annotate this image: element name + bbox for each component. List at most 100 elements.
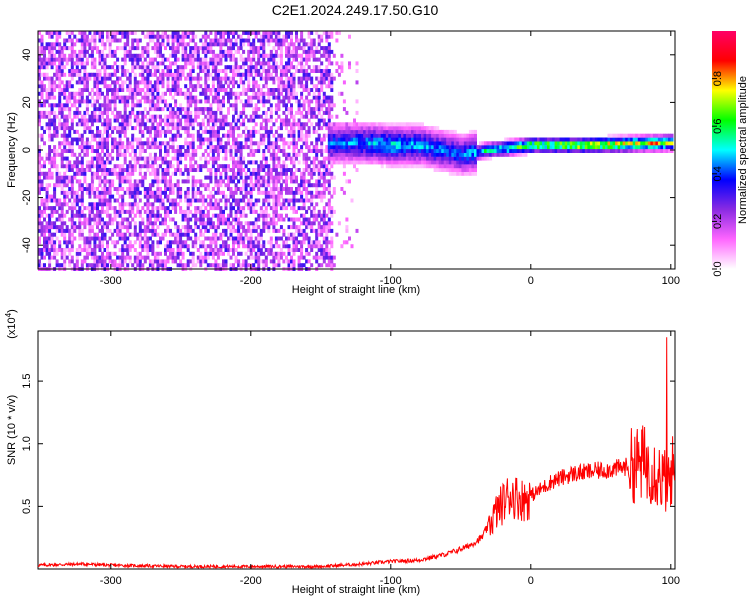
heatmap-cell xyxy=(48,80,52,85)
heatmap-cell xyxy=(189,38,193,43)
heatmap-cell xyxy=(204,164,208,169)
heatmap-cell xyxy=(312,244,316,249)
heatmap-cell xyxy=(166,206,170,211)
heatmap-cell xyxy=(322,183,326,188)
heatmap-cell xyxy=(222,49,225,54)
heatmap-cell xyxy=(242,228,246,233)
heatmap-cell xyxy=(68,80,72,85)
heatmap-cell xyxy=(257,190,261,195)
heatmap-cell xyxy=(141,118,145,123)
heatmap-cell xyxy=(75,213,79,218)
heatmap-cell xyxy=(171,80,175,85)
heatmap-cell xyxy=(292,46,296,51)
heatmap-cell xyxy=(184,61,188,66)
heatmap-cell xyxy=(252,202,256,207)
heatmap-cell xyxy=(90,263,94,268)
heatmap-cell xyxy=(249,228,253,233)
heatmap-cell xyxy=(320,76,324,81)
heatmap-cell xyxy=(327,217,331,222)
heatmap-cell xyxy=(58,183,62,188)
heatmap-cell xyxy=(58,65,62,70)
heatmap-cell xyxy=(131,103,135,108)
heatmap-cell xyxy=(360,126,364,131)
heatmap-cell xyxy=(70,152,74,157)
heatmap-cell xyxy=(133,221,137,226)
heatmap-cell xyxy=(191,145,195,150)
heatmap-cell xyxy=(136,263,140,268)
heatmap-cell xyxy=(131,126,135,131)
heatmap-cell xyxy=(78,160,82,165)
heatmap-cell xyxy=(108,171,112,176)
heatmap-cell xyxy=(305,129,309,134)
heatmap-cell xyxy=(224,263,228,268)
heatmap-cell xyxy=(300,198,304,203)
heatmap-cell xyxy=(272,80,276,85)
heatmap-cell xyxy=(350,126,354,131)
heatmap-cell xyxy=(148,194,152,199)
heatmap-cell xyxy=(325,133,329,138)
heatmap-cell xyxy=(116,255,120,260)
heatmap-cell xyxy=(209,225,213,230)
heatmap-cell xyxy=(287,88,291,92)
heatmap-cell xyxy=(259,190,263,195)
heatmap-cell xyxy=(73,61,77,66)
heatmap-cell xyxy=(222,118,225,123)
heatmap-cell xyxy=(156,145,160,150)
heatmap-cell xyxy=(232,118,235,123)
heatmap-cell xyxy=(327,206,331,211)
heatmap-cell xyxy=(363,129,367,134)
heatmap-cell xyxy=(73,228,77,233)
heatmap-cell xyxy=(53,149,57,153)
heatmap-cell xyxy=(164,259,167,264)
heatmap-cell xyxy=(269,114,273,119)
heatmap-cell xyxy=(327,156,331,161)
heatmap-cell xyxy=(184,84,188,89)
heatmap-cell xyxy=(166,225,170,230)
heatmap-cell xyxy=(194,206,198,211)
heatmap-cell xyxy=(237,126,241,131)
heatmap-cell xyxy=(249,149,253,153)
heatmap-cell xyxy=(211,255,215,260)
heatmap-cell xyxy=(156,206,160,211)
heatmap-cell xyxy=(297,259,301,264)
heatmap-cell xyxy=(146,209,150,214)
heatmap-cell xyxy=(216,217,220,222)
heatmap-cell xyxy=(234,42,238,47)
heatmap-cell xyxy=(337,122,341,127)
heatmap-cell xyxy=(297,232,301,237)
heatmap-cell xyxy=(83,126,87,131)
heatmap-cell xyxy=(55,65,59,70)
heatmap-cell xyxy=(302,88,306,92)
heatmap-cell xyxy=(118,46,122,51)
heatmap-cell xyxy=(80,171,84,176)
heatmap-cell xyxy=(138,72,142,77)
heatmap-cell xyxy=(133,259,137,264)
heatmap-cell xyxy=(330,259,334,264)
heatmap-cell xyxy=(312,84,316,89)
heatmap-cell xyxy=(345,145,349,150)
heatmap-cell xyxy=(136,61,140,66)
heatmap-cell xyxy=(43,76,46,81)
heatmap-cell xyxy=(70,126,74,131)
heatmap-cell xyxy=(70,175,74,180)
heatmap-cell xyxy=(96,156,99,161)
heatmap-cell xyxy=(148,133,152,138)
heatmap-cell xyxy=(224,228,228,233)
heatmap-cell xyxy=(196,129,200,134)
heatmap-cell xyxy=(295,57,298,62)
heatmap-cell xyxy=(106,118,109,123)
heatmap-cell xyxy=(78,137,82,142)
heatmap-cell xyxy=(292,133,296,138)
heatmap-cell xyxy=(285,34,288,39)
heatmap-cell xyxy=(222,114,225,119)
heatmap-cell xyxy=(310,202,314,207)
heatmap-cell xyxy=(106,149,109,153)
heatmap-cell xyxy=(272,194,276,199)
heatmap-cell xyxy=(176,46,180,51)
heatmap-cell xyxy=(106,99,109,104)
heatmap-cell xyxy=(239,91,243,96)
heatmap-cell xyxy=(126,248,130,252)
heatmap-cell xyxy=(290,126,293,131)
heatmap-cell xyxy=(360,145,364,150)
heatmap-cell xyxy=(121,209,125,214)
